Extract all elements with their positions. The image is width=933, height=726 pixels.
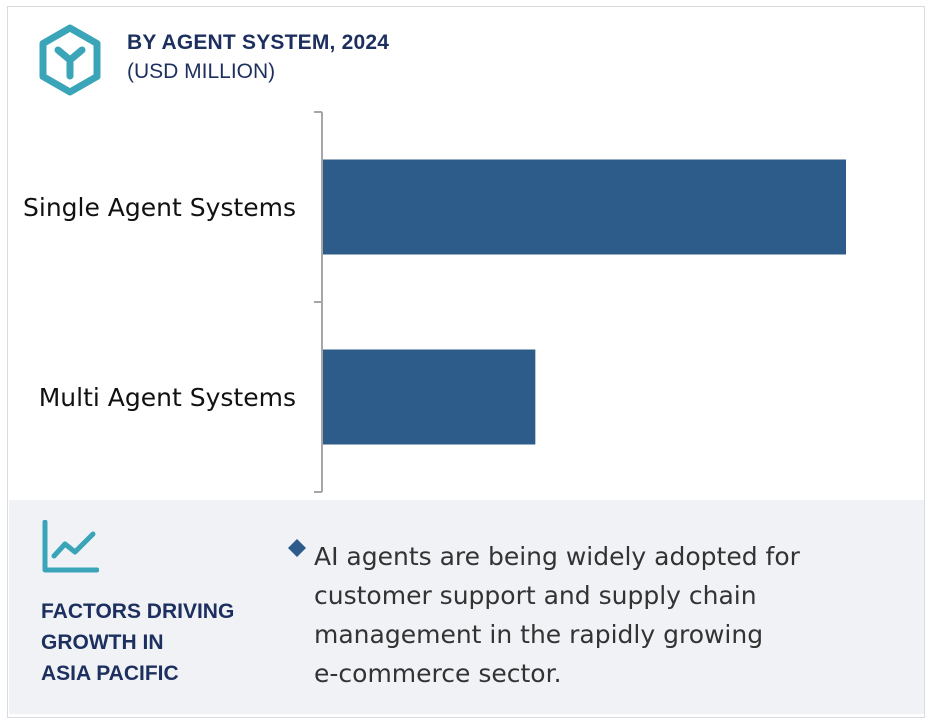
factor-text-line: AI agents are being widely adopted for: [314, 542, 800, 571]
factor-text-line: management in the rapidly growing: [314, 620, 764, 649]
category-labels: Single Agent Systems Multi Agent Systems: [23, 193, 296, 412]
bar-multi-agent-systems: [323, 349, 536, 445]
diamond-bullet-icon: [288, 539, 306, 557]
factors-heading-line: GROWTH IN: [41, 631, 164, 654]
factor-text-line: e-commerce sector.: [314, 659, 562, 688]
factors-heading-line: FACTORS DRIVING: [41, 600, 235, 623]
factors-panel: FACTORS DRIVING GROWTH IN ASIA PACIFIC A…: [9, 500, 924, 714]
bars: [323, 159, 846, 445]
category-label: Single Agent Systems: [23, 193, 296, 222]
bar-chart: Single Agent Systems Multi Agent Systems: [23, 111, 846, 493]
factors-heading-line: ASIA PACIFIC: [41, 662, 179, 685]
y-axis: [314, 111, 323, 493]
chart-title: BY AGENT SYSTEM, 2024: [127, 31, 390, 54]
factors-heading: FACTORS DRIVING GROWTH IN ASIA PACIFIC: [41, 596, 271, 689]
chart-subtitle: (USD MILLION): [127, 60, 276, 83]
factor-text: AI agents are being widely adopted for c…: [314, 537, 874, 693]
hexagon-y-logo-icon: [39, 24, 101, 96]
line-chart-icon: [42, 520, 99, 573]
bar-single-agent-systems: [323, 159, 846, 255]
factor-text-line: customer support and supply chain: [314, 581, 757, 610]
category-label: Multi Agent Systems: [39, 383, 296, 412]
